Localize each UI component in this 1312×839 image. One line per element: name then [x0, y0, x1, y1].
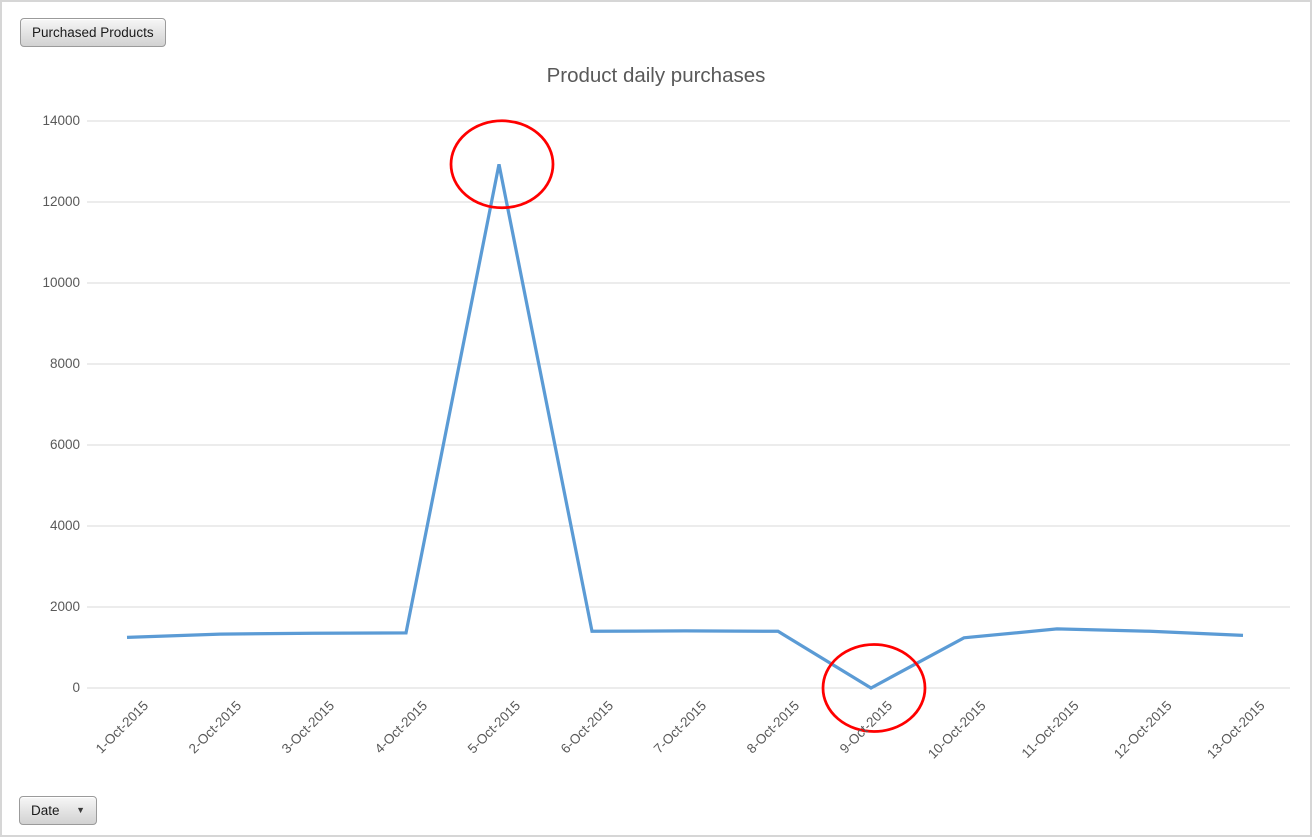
annotation-ellipse-spike-highlight[interactable]	[449, 119, 555, 210]
date-field-label: Date	[31, 803, 60, 818]
y-axis-tick-label: 10000	[42, 275, 80, 290]
dropdown-arrow-icon: ▼	[76, 805, 85, 815]
y-axis-tick-label: 2000	[49, 599, 80, 614]
series-line	[126, 163, 1244, 690]
y-axis-tick-label: 4000	[49, 518, 80, 533]
date-field-button[interactable]: Date ▼	[19, 796, 97, 825]
y-axis-tick-label: 6000	[49, 437, 80, 452]
y-axis-tick-label: 14000	[42, 113, 80, 128]
y-axis-tick-label: 8000	[49, 356, 80, 371]
y-axis-tick-label: 0	[72, 680, 80, 695]
y-axis-tick-label: 12000	[42, 194, 80, 209]
annotation-ellipse-dip-highlight[interactable]	[821, 643, 927, 733]
purchased-products-field-label: Purchased Products	[32, 25, 154, 40]
chart-title: Product daily purchases	[546, 64, 766, 87]
purchased-products-field-button[interactable]: Purchased Products	[20, 18, 166, 47]
